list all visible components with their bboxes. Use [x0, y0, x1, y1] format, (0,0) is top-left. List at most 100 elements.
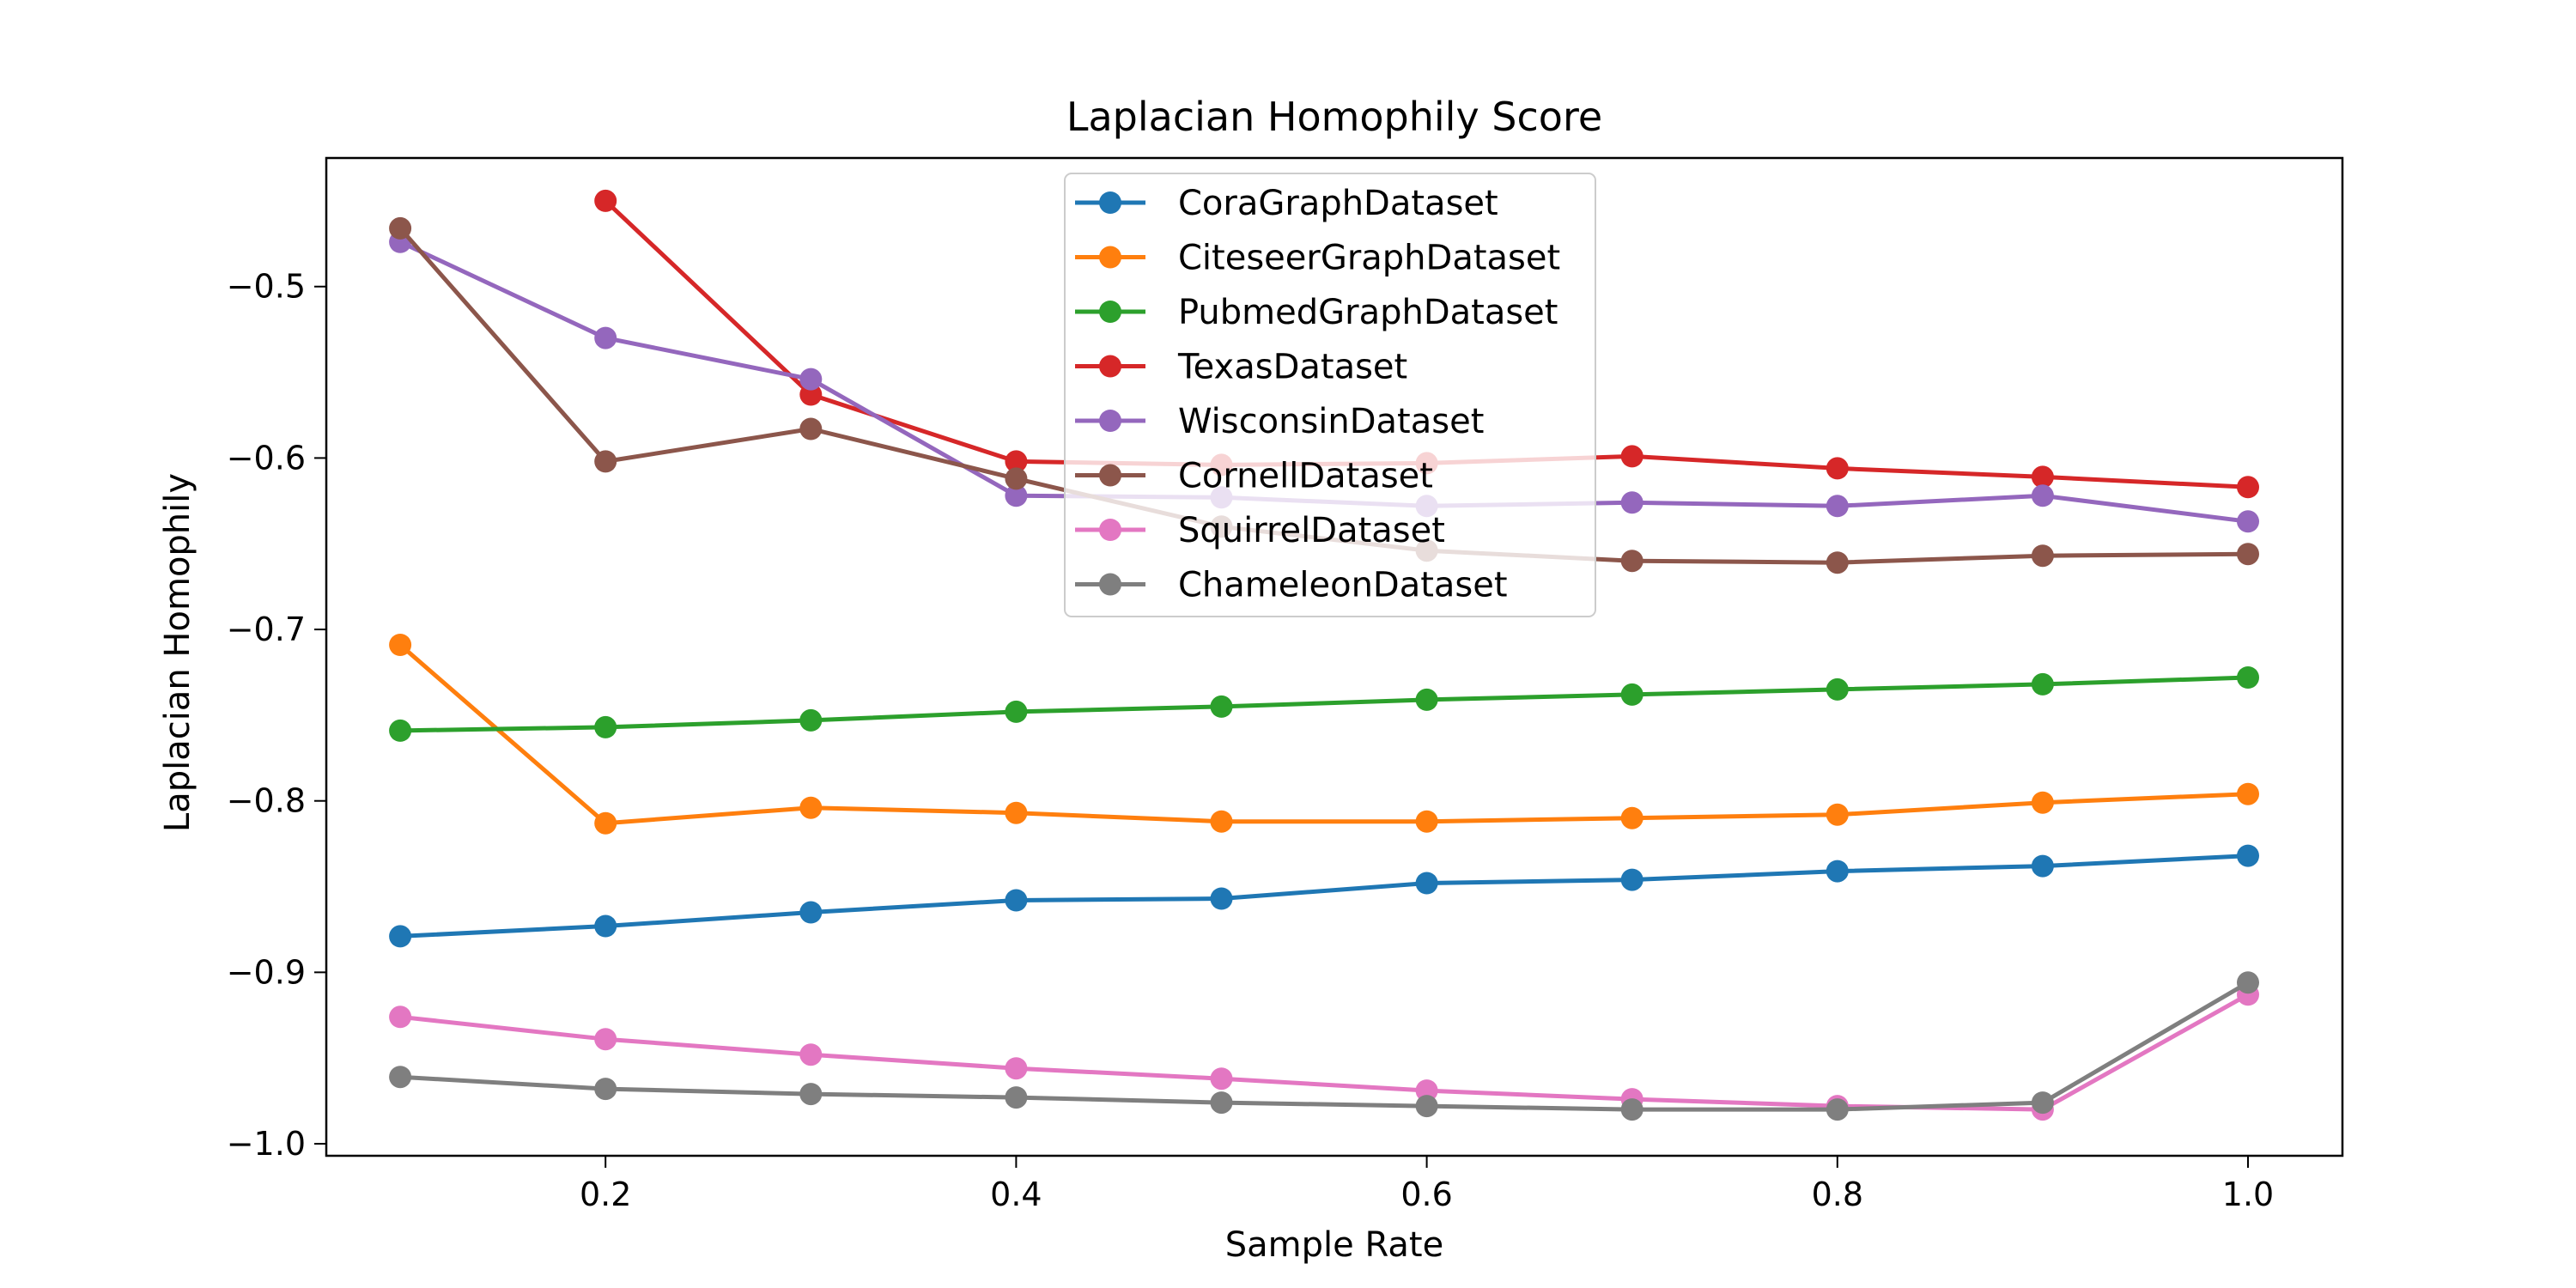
- data-point: [1620, 1098, 1643, 1121]
- data-point: [389, 216, 412, 240]
- x-tick-label: 1.0: [2222, 1176, 2274, 1213]
- data-point: [1005, 467, 1028, 490]
- data-point: [1415, 688, 1438, 711]
- data-point: [2237, 844, 2259, 867]
- data-point: [389, 634, 412, 656]
- data-point: [1620, 550, 1643, 573]
- y-tick-label: −0.5: [227, 268, 306, 306]
- legend-item: PubmedGraphDataset: [1075, 293, 1558, 332]
- legend-label: ChameleonDataset: [1178, 566, 1508, 605]
- data-point: [1826, 677, 1849, 701]
- data-point: [799, 1043, 823, 1066]
- data-point: [799, 417, 823, 440]
- legend-label: CornellDataset: [1178, 457, 1433, 496]
- series-line: [399, 854, 2249, 939]
- legend-marker: [1099, 410, 1121, 432]
- data-point: [1826, 860, 1849, 883]
- data-point: [1826, 495, 1849, 518]
- data-point: [1005, 700, 1028, 723]
- data-point: [2031, 484, 2054, 507]
- legend-marker: [1099, 191, 1121, 214]
- legend-item: ChameleonDataset: [1075, 566, 1508, 605]
- y-tick-label: −0.7: [227, 611, 306, 648]
- legend-label: SquirrelDataset: [1178, 511, 1445, 550]
- series-line: [398, 643, 2249, 826]
- legend-marker: [1099, 573, 1121, 596]
- legend-marker: [1099, 519, 1121, 541]
- legend-item: CiteseerGraphDataset: [1075, 239, 1560, 278]
- data-point: [2031, 544, 2054, 568]
- series-PubmedGraphDataset: [389, 666, 2259, 742]
- data-point: [1620, 868, 1643, 891]
- data-point: [1620, 683, 1643, 706]
- data-point: [799, 901, 823, 924]
- data-point: [389, 719, 412, 742]
- legend-marker: [1099, 355, 1121, 378]
- data-point: [799, 1083, 823, 1106]
- legend-marker: [1099, 246, 1121, 269]
- data-point: [2237, 510, 2259, 533]
- series-line: [400, 675, 2249, 733]
- data-point: [594, 1078, 617, 1101]
- data-point: [2237, 971, 2259, 994]
- legend-label: CoraGraphDataset: [1178, 184, 1498, 223]
- data-point: [1620, 445, 1643, 468]
- y-tick-label: −0.9: [227, 953, 306, 991]
- legend-item: CoraGraphDataset: [1075, 184, 1498, 223]
- series-ChameleonDataset: [389, 971, 2259, 1121]
- data-point: [799, 368, 823, 391]
- y-tick-label: −0.6: [227, 439, 306, 477]
- data-point: [1826, 551, 1849, 574]
- data-point: [594, 715, 617, 738]
- series-CoraGraphDataset: [389, 844, 2259, 948]
- data-point: [1005, 1057, 1028, 1080]
- data-point: [594, 914, 617, 938]
- data-point: [1415, 1095, 1438, 1118]
- chart-title: Laplacian Homophily Score: [1066, 94, 1602, 140]
- data-point: [799, 383, 823, 406]
- x-tick-label: 0.2: [580, 1176, 631, 1213]
- data-point: [2031, 672, 2054, 696]
- data-point: [2237, 782, 2259, 805]
- legend-label: CiteseerGraphDataset: [1178, 239, 1560, 278]
- y-axis: −0.5 −0.6 −0.7 −0.8 −0.9 −1.0: [227, 268, 326, 1163]
- data-point: [389, 1005, 412, 1029]
- x-axis-label: Sample Rate: [1225, 1225, 1443, 1265]
- data-point: [1826, 457, 1849, 480]
- y-axis-label: Laplacian Homophily: [158, 473, 197, 832]
- legend-marker: [1099, 464, 1121, 487]
- data-point: [1210, 695, 1233, 718]
- data-point: [1005, 450, 1028, 473]
- data-point: [1415, 1079, 1438, 1103]
- legend-label: WisconsinDataset: [1178, 402, 1484, 441]
- data-point: [594, 1028, 617, 1051]
- data-point: [1826, 1098, 1849, 1121]
- legend-marker: [1099, 301, 1121, 323]
- data-point: [1826, 803, 1849, 826]
- data-point: [2031, 465, 2054, 489]
- data-point: [594, 189, 617, 212]
- series-CiteseerGraphDataset: [389, 634, 2259, 835]
- data-point: [1005, 484, 1028, 507]
- data-point: [1005, 889, 1028, 912]
- data-point: [2237, 666, 2259, 689]
- x-tick-label: 0.6: [1400, 1176, 1452, 1213]
- y-tick-label: −1.0: [227, 1125, 306, 1163]
- plot-frame: [325, 156, 2344, 1157]
- legend-item: TexasDataset: [1075, 348, 1407, 387]
- data-point: [389, 925, 412, 948]
- data-point: [1005, 1086, 1028, 1109]
- data-point: [389, 1066, 412, 1089]
- legend-item: SquirrelDataset: [1075, 511, 1445, 550]
- data-point: [799, 796, 823, 819]
- data-point: [594, 450, 617, 473]
- data-point: [1210, 887, 1233, 910]
- data-point: [799, 708, 823, 732]
- y-tick-label: −0.8: [227, 782, 306, 820]
- data-point: [2031, 854, 2054, 878]
- data-point: [1210, 810, 1233, 833]
- data-point: [1620, 491, 1643, 514]
- x-axis: 0.2 0.4 0.6 0.8 1.0: [580, 1156, 2274, 1213]
